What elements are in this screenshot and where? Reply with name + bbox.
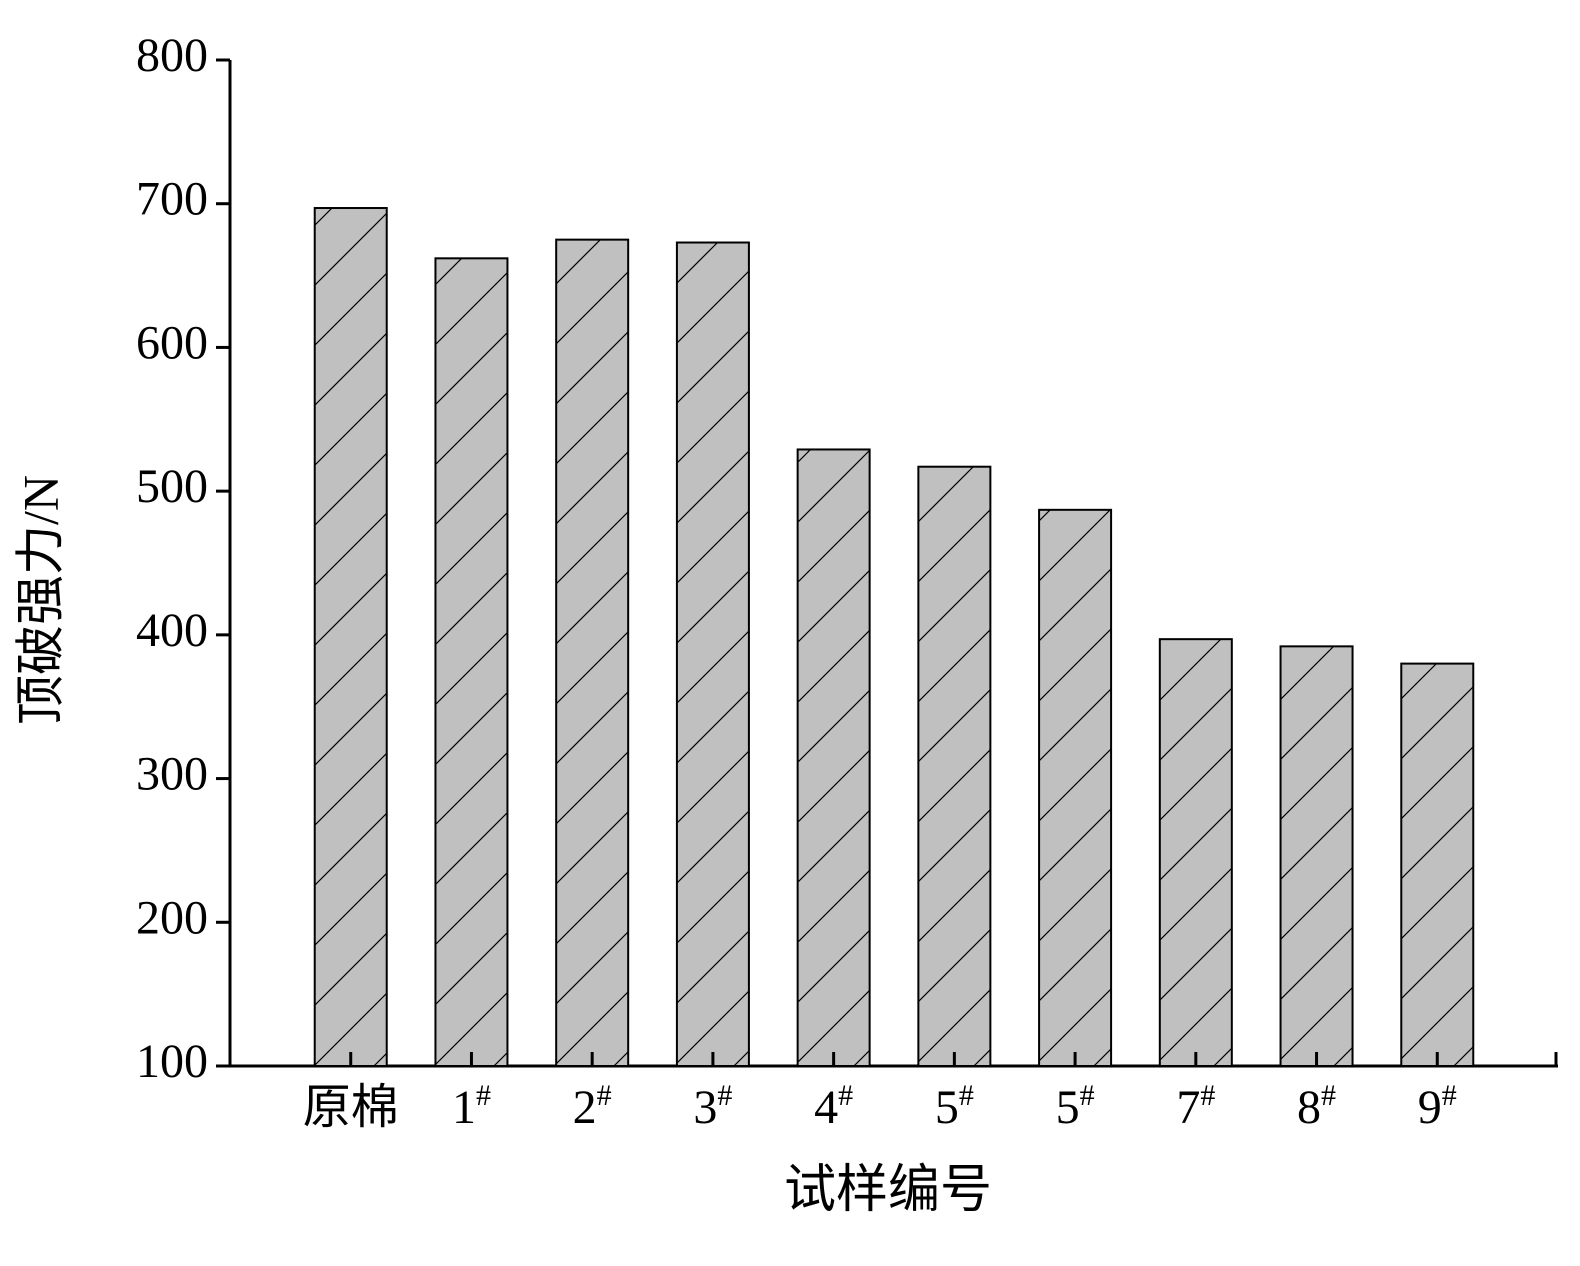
x-tick-label: 5# [1056,1079,1095,1134]
y-tick-label: 800 [136,29,208,82]
bar [434,257,509,1067]
bar [1038,508,1113,1067]
x-tick-label: 8# [1297,1079,1336,1134]
y-tick-label: 100 [136,1035,208,1088]
x-tick-label: 5# [935,1079,974,1134]
bar [917,465,992,1067]
bar [555,238,630,1067]
x-tick-label: 7# [1176,1079,1215,1134]
y-tick-label: 600 [136,316,208,369]
x-tick-label: 9# [1418,1079,1457,1134]
y-tick-label: 200 [136,891,208,944]
x-tick-label: 1# [452,1079,491,1134]
x-tick-label: 3# [693,1079,732,1134]
x-tick-label: 原棉 [303,1081,399,1134]
bar [1158,638,1233,1067]
x-tick-label: 2# [573,1079,612,1134]
bar [313,207,388,1068]
y-axis-label: 顶破强力/N [12,475,68,725]
y-tick-label: 700 [136,173,208,226]
bar [1400,662,1475,1067]
x-axis-label: 试样编号 [784,1162,992,1219]
bar [675,241,750,1067]
y-tick-label: 500 [136,460,208,513]
x-tick-label: 4# [814,1079,853,1134]
bar [1279,645,1354,1068]
y-tick-label: 400 [136,604,208,657]
bar [796,448,871,1068]
y-tick-label: 300 [136,748,208,801]
